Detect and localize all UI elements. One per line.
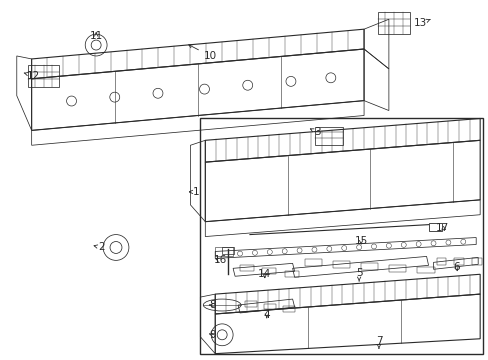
Bar: [332, 261, 350, 268]
Text: 16: 16: [213, 255, 226, 265]
Bar: [388, 265, 406, 271]
Bar: [200, 118, 482, 354]
Text: 2: 2: [94, 243, 104, 252]
Bar: [427, 223, 442, 231]
Text: 3: 3: [310, 127, 320, 138]
Text: 12: 12: [24, 71, 40, 81]
Bar: [416, 266, 434, 274]
Bar: [377, 12, 409, 34]
Bar: [215, 247, 233, 256]
Text: 7: 7: [375, 336, 382, 348]
Bar: [315, 127, 343, 145]
Text: 13: 13: [413, 18, 429, 28]
Bar: [262, 268, 276, 274]
Bar: [471, 258, 481, 265]
Text: 17: 17: [435, 222, 448, 233]
Bar: [282, 306, 294, 312]
Bar: [304, 259, 322, 266]
Bar: [453, 258, 463, 265]
Bar: [240, 265, 253, 271]
Text: 11: 11: [89, 31, 102, 41]
Text: 10: 10: [188, 45, 216, 61]
Text: 1: 1: [189, 187, 199, 197]
Text: 4: 4: [263, 310, 269, 320]
Bar: [436, 258, 446, 265]
Text: 6: 6: [452, 262, 459, 272]
Text: 8: 8: [208, 300, 215, 310]
Bar: [222, 247, 234, 255]
Text: 9: 9: [208, 330, 215, 340]
Text: 15: 15: [354, 235, 367, 246]
Bar: [264, 303, 275, 310]
Bar: [28, 65, 60, 87]
Bar: [284, 271, 298, 277]
Text: 5: 5: [355, 268, 362, 281]
Text: 14: 14: [258, 269, 271, 279]
Bar: [360, 263, 378, 270]
Bar: [244, 301, 256, 307]
